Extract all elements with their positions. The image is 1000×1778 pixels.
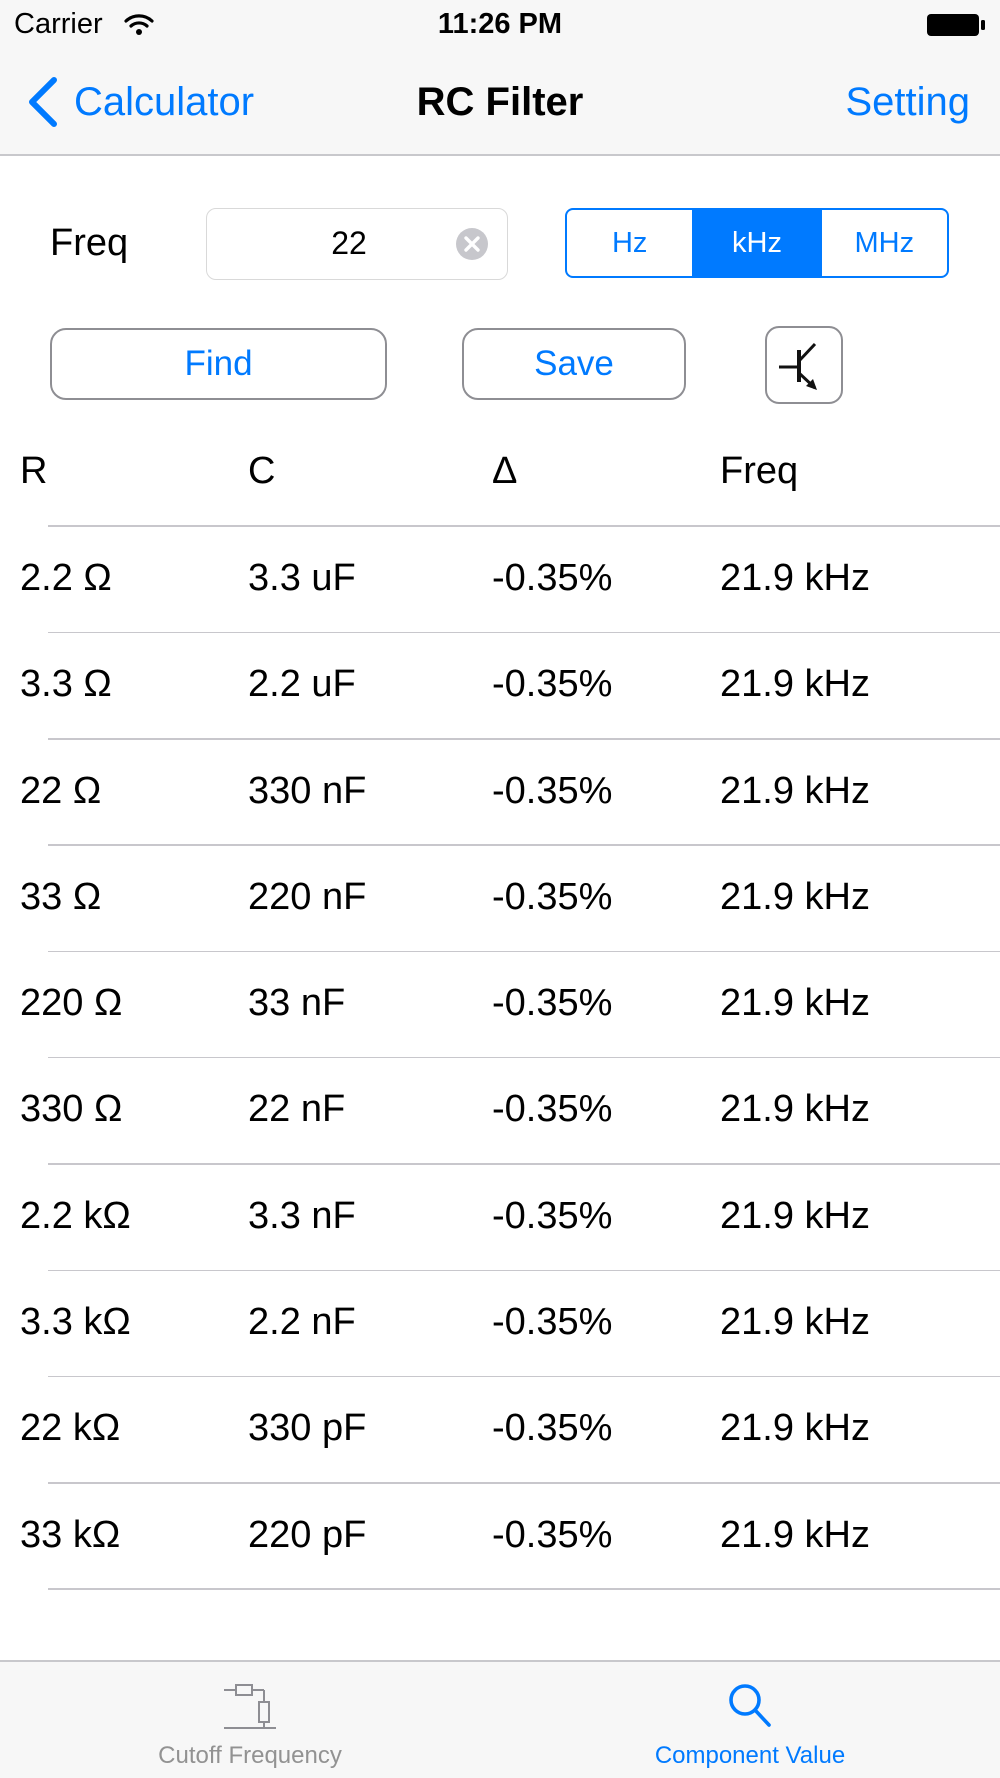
table-row[interactable]: 3.3 kΩ 2.2 nF -0.35% 21.9 kHz — [0, 1271, 1000, 1378]
unit-mhz-segment[interactable]: MHz — [854, 226, 915, 259]
cell-freq: 21.9 kHz — [720, 1407, 870, 1450]
freq-input[interactable] — [207, 209, 447, 277]
navigation-bar: Calculator RC Filter Setting — [0, 48, 1000, 156]
cell-freq: 21.9 kHz — [720, 1513, 870, 1556]
cell-c: 220 nF — [248, 875, 367, 918]
row-divider — [48, 738, 1000, 740]
cell-r: 22 kΩ — [20, 1407, 121, 1450]
cell-delta: -0.35% — [492, 769, 613, 812]
freq-field[interactable] — [206, 208, 508, 280]
tab-label: Cutoff Frequency — [158, 1742, 342, 1769]
row-divider — [48, 1588, 1000, 1590]
table-row[interactable]: 22 Ω 330 nF -0.35% 21.9 kHz — [0, 740, 1000, 846]
cell-freq: 21.9 kHz — [720, 875, 870, 918]
tab-bar: Cutoff Frequency Component Value — [0, 1660, 1000, 1778]
cell-delta: -0.35% — [492, 1301, 613, 1344]
resistor-circuit-icon — [224, 1684, 276, 1729]
row-divider — [48, 1163, 1000, 1165]
table-row[interactable]: 33 Ω 220 nF -0.35% 21.9 kHz — [0, 846, 1000, 953]
cell-r: 3.3 kΩ — [20, 1301, 131, 1344]
status-time: 11:26 PM — [437, 8, 563, 40]
cell-r: 33 kΩ — [20, 1513, 121, 1556]
cell-delta: -0.35% — [492, 1513, 613, 1556]
row-divider — [48, 844, 1000, 846]
cell-freq: 21.9 kHz — [720, 557, 870, 599]
cell-c: 33 nF — [248, 982, 346, 1025]
column-header-delta: Δ — [492, 450, 518, 492]
row-divider — [48, 950, 1000, 953]
cell-freq: 21.9 kHz — [720, 1194, 870, 1237]
row-divider — [48, 1269, 1000, 1272]
cell-delta: -0.35% — [492, 1407, 613, 1450]
table-row[interactable]: 22 kΩ 330 pF -0.35% 21.9 kHz — [0, 1377, 1000, 1484]
cell-freq: 21.9 kHz — [720, 982, 870, 1025]
cell-delta: -0.35% — [492, 663, 613, 706]
cell-delta: -0.35% — [492, 982, 613, 1025]
header-divider — [48, 525, 1000, 527]
carrier-label: Carrier — [14, 8, 103, 40]
cell-freq: 21.9 kHz — [720, 1301, 870, 1344]
status-bar: Carrier 11:26 PM — [0, 0, 1000, 48]
save-button[interactable]: Save — [462, 328, 686, 400]
cell-c: 22 nF — [248, 1088, 346, 1131]
cell-c: 220 pF — [248, 1513, 367, 1556]
battery-icon — [927, 14, 985, 36]
table-row[interactable]: 220 Ω 33 nF -0.35% 21.9 kHz — [0, 952, 1000, 1059]
table-row[interactable]: 2.2 Ω 3.3 uF -0.35% 21.9 kHz — [0, 527, 1000, 634]
table-row[interactable]: 2.2 kΩ 3.3 nF -0.35% 21.9 kHz — [0, 1165, 1000, 1272]
search-icon — [729, 1684, 771, 1727]
clear-icon[interactable] — [455, 227, 489, 261]
chevron-left-icon — [29, 77, 57, 127]
unit-segmented-control: Hz kHz MHz — [565, 208, 949, 278]
unit-hz-segment[interactable]: Hz — [567, 210, 695, 276]
table-row[interactable]: 33 kΩ 220 pF -0.35% 21.9 kHz — [0, 1484, 1000, 1590]
table-row[interactable]: 330 Ω 22 nF -0.35% 21.9 kHz — [0, 1058, 1000, 1165]
cell-r: 22 Ω — [20, 769, 102, 812]
cell-c: 2.2 nF — [248, 1301, 356, 1344]
cell-c: 3.3 uF — [248, 557, 356, 599]
cell-c: 2.2 uF — [248, 663, 356, 706]
cell-c: 330 nF — [248, 769, 367, 812]
column-header-r: R — [20, 450, 48, 492]
cell-freq: 21.9 kHz — [720, 1088, 870, 1131]
wifi-icon — [124, 14, 154, 35]
cell-r: 33 Ω — [20, 875, 102, 918]
transistor-icon — [779, 342, 817, 390]
cell-delta: -0.35% — [492, 875, 613, 918]
cell-r: 2.2 kΩ — [20, 1194, 131, 1237]
cell-freq: 21.9 kHz — [720, 663, 870, 706]
transistor-button[interactable] — [765, 326, 843, 404]
row-divider — [48, 631, 1000, 634]
results-table: 2.2 Ω 3.3 uF -0.35% 21.9 kHz 3.3 Ω 2.2 u… — [0, 527, 1000, 1590]
cell-delta: -0.35% — [492, 1088, 613, 1131]
find-button[interactable]: Find — [50, 328, 387, 400]
back-label: Calculator — [74, 79, 255, 124]
freq-label: Freq — [50, 222, 129, 264]
unit-khz-segment[interactable]: kHz — [694, 210, 822, 276]
column-header-c: C — [248, 450, 276, 492]
cell-delta: -0.35% — [492, 557, 613, 599]
cell-r: 3.3 Ω — [20, 663, 112, 706]
row-divider — [48, 1056, 1000, 1059]
table-row[interactable]: 3.3 Ω 2.2 uF -0.35% 21.9 kHz — [0, 633, 1000, 740]
cell-freq: 21.9 kHz — [720, 769, 870, 812]
cell-r: 220 Ω — [20, 982, 123, 1025]
cell-c: 330 pF — [248, 1407, 367, 1450]
column-header-freq: Freq — [720, 450, 799, 492]
tab-cutoff-frequency[interactable]: Cutoff Frequency — [0, 1662, 500, 1778]
row-divider — [48, 1375, 1000, 1378]
tab-label: Component Value — [654, 1742, 846, 1769]
back-button[interactable]: Calculator — [26, 76, 254, 128]
setting-button[interactable]: Setting — [845, 80, 970, 124]
cell-r: 330 Ω — [20, 1088, 123, 1131]
tab-component-value[interactable]: Component Value — [500, 1662, 1000, 1778]
row-divider — [48, 1482, 1000, 1484]
table-header: R C Δ Freq — [0, 440, 1000, 526]
cell-r: 2.2 Ω — [20, 557, 112, 599]
cell-c: 3.3 nF — [248, 1194, 356, 1237]
cell-delta: -0.35% — [492, 1194, 613, 1237]
